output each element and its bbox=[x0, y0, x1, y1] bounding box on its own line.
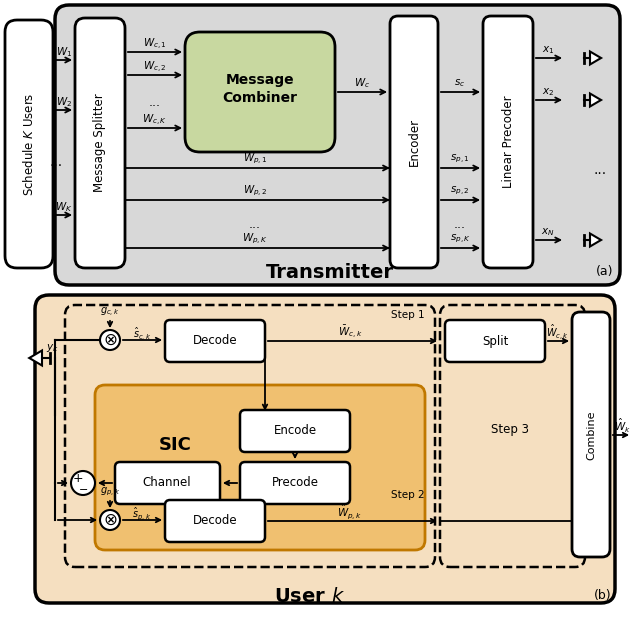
Text: ...: ... bbox=[149, 96, 161, 109]
Text: $\bar{W}_{c,k}$: $\bar{W}_{c,k}$ bbox=[338, 323, 362, 341]
FancyBboxPatch shape bbox=[165, 320, 265, 362]
Text: ...: ... bbox=[49, 155, 63, 169]
Text: $s_{p,2}$: $s_{p,2}$ bbox=[450, 185, 470, 197]
Text: $W_{c,K}$: $W_{c,K}$ bbox=[142, 112, 168, 128]
FancyBboxPatch shape bbox=[55, 5, 620, 285]
Text: $g_{c,k}$: $g_{c,k}$ bbox=[100, 305, 120, 318]
FancyBboxPatch shape bbox=[35, 295, 615, 603]
Text: $g_{p,k}$: $g_{p,k}$ bbox=[100, 486, 120, 498]
Text: (b): (b) bbox=[594, 589, 612, 602]
Text: Precode: Precode bbox=[271, 476, 319, 489]
Text: Split: Split bbox=[482, 334, 508, 347]
Text: Schedule $K$ Users: Schedule $K$ Users bbox=[22, 93, 36, 196]
Text: $W_1$: $W_1$ bbox=[56, 45, 72, 59]
Text: ...: ... bbox=[454, 218, 466, 231]
Polygon shape bbox=[590, 233, 601, 247]
Text: $W_{c,1}$: $W_{c,1}$ bbox=[143, 36, 167, 52]
Polygon shape bbox=[590, 51, 601, 65]
Text: User $k$: User $k$ bbox=[275, 587, 346, 607]
FancyBboxPatch shape bbox=[165, 500, 265, 542]
Text: $\hat{W}_{p,k}$: $\hat{W}_{p,k}$ bbox=[337, 503, 363, 521]
Text: $\otimes$: $\otimes$ bbox=[103, 331, 117, 349]
Text: Step 3: Step 3 bbox=[491, 423, 529, 436]
FancyBboxPatch shape bbox=[483, 16, 533, 268]
Text: Transmitter: Transmitter bbox=[266, 262, 394, 281]
Text: $s_{p,1}$: $s_{p,1}$ bbox=[450, 153, 470, 165]
Text: $x_N$: $x_N$ bbox=[541, 226, 555, 238]
Text: Encode: Encode bbox=[273, 424, 317, 437]
Text: $W_c$: $W_c$ bbox=[354, 76, 370, 90]
Text: Encoder: Encoder bbox=[408, 118, 420, 166]
FancyBboxPatch shape bbox=[240, 410, 350, 452]
FancyBboxPatch shape bbox=[185, 32, 335, 152]
Text: $W_{p,K}$: $W_{p,K}$ bbox=[242, 232, 268, 246]
Text: $\hat{s}_{c,k}$: $\hat{s}_{c,k}$ bbox=[132, 325, 151, 342]
Text: $W_K$: $W_K$ bbox=[55, 200, 73, 214]
Text: $s_{p,K}$: $s_{p,K}$ bbox=[449, 233, 470, 245]
Text: Combiner: Combiner bbox=[223, 91, 298, 105]
FancyBboxPatch shape bbox=[95, 385, 425, 550]
Text: $x_1$: $x_1$ bbox=[542, 44, 554, 56]
Text: Channel: Channel bbox=[143, 476, 191, 489]
Text: $\hat{s}_{p,k}$: $\hat{s}_{p,k}$ bbox=[132, 506, 152, 523]
Text: Message: Message bbox=[226, 73, 294, 87]
Text: (a): (a) bbox=[596, 265, 614, 278]
Text: Combine: Combine bbox=[586, 410, 596, 460]
Text: Decode: Decode bbox=[193, 515, 237, 528]
FancyBboxPatch shape bbox=[390, 16, 438, 268]
Text: Step 2: Step 2 bbox=[392, 490, 425, 500]
Polygon shape bbox=[590, 94, 601, 107]
FancyBboxPatch shape bbox=[5, 20, 53, 268]
Text: SIC: SIC bbox=[159, 436, 191, 454]
Circle shape bbox=[100, 510, 120, 530]
FancyBboxPatch shape bbox=[572, 312, 610, 557]
Text: $\hat{W}_k$: $\hat{W}_k$ bbox=[614, 417, 630, 435]
Text: Message Splitter: Message Splitter bbox=[93, 94, 106, 193]
Text: Linear Precoder: Linear Precoder bbox=[502, 96, 515, 188]
Text: $y_k$: $y_k$ bbox=[45, 342, 58, 354]
Text: $s_c$: $s_c$ bbox=[454, 77, 466, 89]
Text: Step 1: Step 1 bbox=[392, 310, 425, 320]
Text: $W_{p,2}$: $W_{p,2}$ bbox=[243, 184, 268, 198]
FancyBboxPatch shape bbox=[115, 462, 220, 504]
Text: Decode: Decode bbox=[193, 334, 237, 347]
Circle shape bbox=[71, 471, 95, 495]
Text: $W_{p,1}$: $W_{p,1}$ bbox=[243, 152, 268, 166]
Polygon shape bbox=[29, 350, 42, 365]
FancyBboxPatch shape bbox=[75, 18, 125, 268]
FancyBboxPatch shape bbox=[240, 462, 350, 504]
Text: +: + bbox=[73, 471, 83, 484]
Text: $-$: $-$ bbox=[78, 483, 88, 493]
FancyBboxPatch shape bbox=[445, 320, 545, 362]
Text: $W_2$: $W_2$ bbox=[56, 95, 72, 109]
Text: $\otimes$: $\otimes$ bbox=[103, 511, 117, 529]
Text: $x_2$: $x_2$ bbox=[542, 86, 554, 98]
Text: ...: ... bbox=[249, 218, 261, 231]
Text: $\hat{W}_{c,k}$: $\hat{W}_{c,k}$ bbox=[547, 322, 570, 342]
Circle shape bbox=[100, 330, 120, 350]
Text: ...: ... bbox=[593, 163, 607, 177]
Text: $W_{c,2}$: $W_{c,2}$ bbox=[143, 59, 167, 75]
